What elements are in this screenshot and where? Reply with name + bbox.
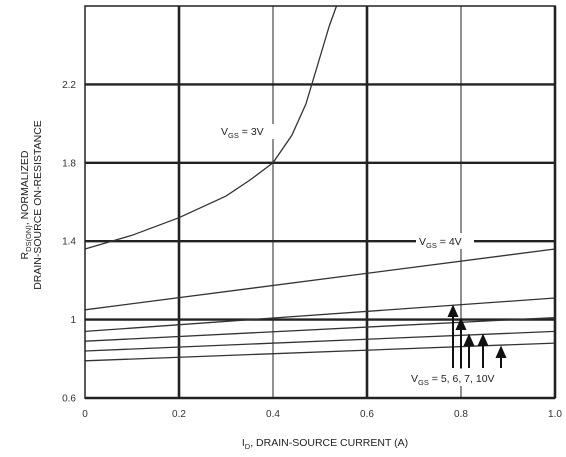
series-line-0 (84, 5, 338, 250)
y-tick-label-3: 1.8 (62, 158, 76, 169)
y-tick-label-1: 1 (70, 315, 76, 326)
vgs-arrows (447, 304, 507, 368)
arrow-5v-head (447, 304, 459, 317)
y-tick-label-2: 1.4 (62, 237, 76, 248)
series-line-1 (84, 248, 556, 311)
x-axis-label: ID, DRAIN-SOURCE CURRENT (A) (242, 437, 408, 451)
arrow-7v-head (463, 333, 475, 346)
arrow-6v-head (455, 317, 467, 330)
y-tick-label-4: 2.2 (62, 80, 76, 91)
series-line-2 (84, 297, 556, 333)
vgs-multi-label: VGS = 5, 6, 7, 10V (411, 373, 495, 387)
vgs-4v-label: VGS = 4V (419, 236, 462, 250)
tick-labels: 0 0.2 0.4 0.6 0.8 1.0 0.6 1 1.4 1.8 2.2 (62, 80, 562, 420)
x-tick-label-4: 0.8 (454, 409, 468, 420)
x-tick-label-2: 0.4 (266, 409, 280, 420)
arrow-7v-b-head (477, 333, 489, 346)
series-line-4 (84, 330, 556, 352)
vgs-multi-label-bg (408, 369, 528, 386)
x-tick-label-5: 1.0 (548, 409, 562, 420)
x-tick-label-0: 0 (82, 409, 88, 420)
series-line-3 (84, 316, 556, 342)
x-tick-label-3: 0.6 (360, 409, 374, 420)
vgs-3v-label: VGS = 3V (221, 126, 264, 140)
vgs-4v-label-bg (416, 233, 474, 249)
y-axis-label-line1: RDS(ON), NORMALIZED (19, 150, 33, 259)
series-curves (84, 5, 556, 362)
y-axis-label: RDS(ON), NORMALIZED DRAIN-SOURCE ON-RESI… (19, 120, 44, 290)
y-axis-label-line2: DRAIN-SOURCE ON-RESISTANCE (32, 120, 44, 290)
plot-frame (84, 5, 556, 399)
arrow-10v-head (495, 345, 507, 358)
vgs-3v-label-bg (220, 124, 282, 139)
x-tick-label-1: 0.2 (172, 409, 186, 420)
y-tick-label-0: 0.6 (62, 394, 76, 405)
series-line-5 (84, 342, 556, 362)
